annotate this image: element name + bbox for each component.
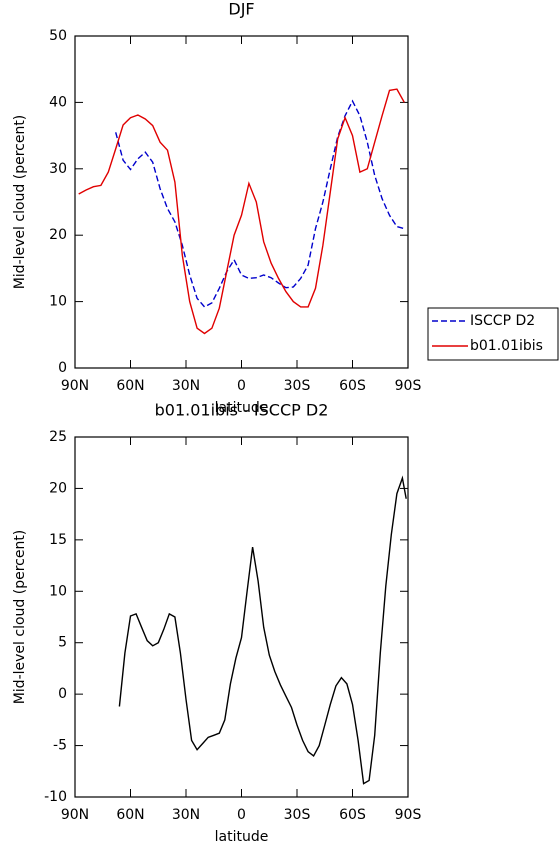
y-tick-label: 15 xyxy=(49,532,67,548)
x-tick-label: 30N xyxy=(172,807,200,823)
x-tick-label: 30S xyxy=(284,378,311,394)
data-line xyxy=(118,475,407,785)
y-tick-label: 20 xyxy=(49,480,67,496)
x-tick-label: 90N xyxy=(61,378,89,394)
y-tick-label: 30 xyxy=(49,161,67,177)
data-line xyxy=(78,88,405,335)
plot-frame xyxy=(74,436,409,798)
x-tick-label: 0 xyxy=(237,378,246,394)
x-tick-label: 0 xyxy=(237,807,246,823)
x-tick-label: 60S xyxy=(339,807,366,823)
y-tick-label: 25 xyxy=(49,429,67,445)
y-tick-label: -10 xyxy=(44,789,67,805)
x-axis-label: latitude xyxy=(215,829,269,845)
chart-title: b01.01ibis - ISCCP D2 xyxy=(155,401,329,420)
legend-box xyxy=(427,307,559,361)
y-tick-label: 10 xyxy=(49,583,67,599)
x-tick-label: 30S xyxy=(284,807,311,823)
y-tick-label: 50 xyxy=(49,28,67,44)
chart-title: DJF xyxy=(228,0,254,19)
y-tick-label: 40 xyxy=(49,94,67,110)
y-tick-label: 0 xyxy=(58,360,67,376)
plot-frame xyxy=(74,35,409,369)
x-tick-label: 30N xyxy=(172,378,200,394)
y-tick-label: 20 xyxy=(49,227,67,243)
y-tick-label: 0 xyxy=(58,686,67,702)
y-axis-label: Mid-level cloud (percent) xyxy=(12,115,28,290)
legend-label: b01.01ibis xyxy=(470,338,543,354)
y-tick-label: -5 xyxy=(53,738,67,754)
data-line xyxy=(115,99,405,308)
x-axis-label: latitude xyxy=(215,400,269,416)
x-tick-label: 90S xyxy=(395,378,422,394)
legend-label: ISCCP D2 xyxy=(470,313,535,329)
y-tick-label: 5 xyxy=(58,635,67,651)
x-tick-label: 90N xyxy=(61,807,89,823)
x-tick-label: 60N xyxy=(116,807,144,823)
x-tick-label: 90S xyxy=(395,807,422,823)
x-tick-label: 60S xyxy=(339,378,366,394)
y-axis-label: Mid-level cloud (percent) xyxy=(12,530,28,705)
x-tick-label: 60N xyxy=(116,378,144,394)
y-tick-label: 10 xyxy=(49,294,67,310)
